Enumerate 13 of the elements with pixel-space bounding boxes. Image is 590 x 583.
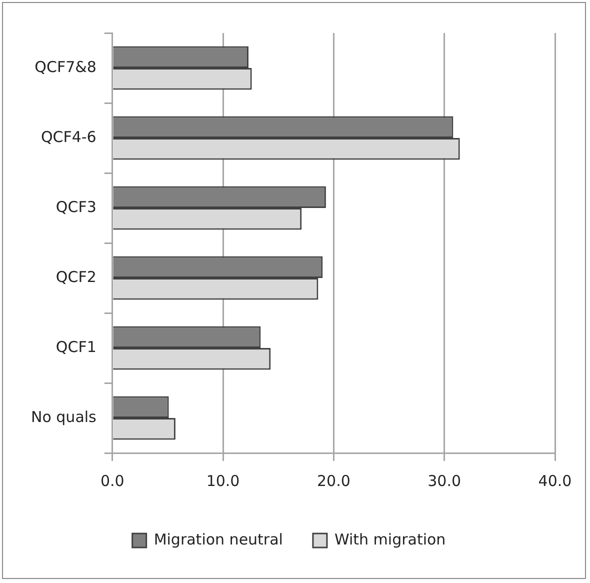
y-tick-label: QCF2 bbox=[56, 268, 96, 286]
y-tick-label: QCF4-6 bbox=[40, 128, 96, 146]
y-tick-label: No quals bbox=[30, 408, 97, 426]
y-tick-label: QCF3 bbox=[56, 198, 96, 216]
y-tick-label: QCF1 bbox=[56, 338, 96, 356]
x-tick-label: 10.0 bbox=[206, 472, 240, 490]
y-tick-label: QCF7&8 bbox=[34, 58, 96, 76]
x-tick-label: 40.0 bbox=[538, 472, 572, 490]
x-tick-label: 30.0 bbox=[428, 472, 462, 490]
legend-label: Migration neutral bbox=[154, 530, 283, 548]
x-tick-label: 20.0 bbox=[316, 472, 350, 490]
legend-label: With migration bbox=[334, 530, 446, 548]
x-tick-label: 0.0 bbox=[100, 472, 124, 490]
